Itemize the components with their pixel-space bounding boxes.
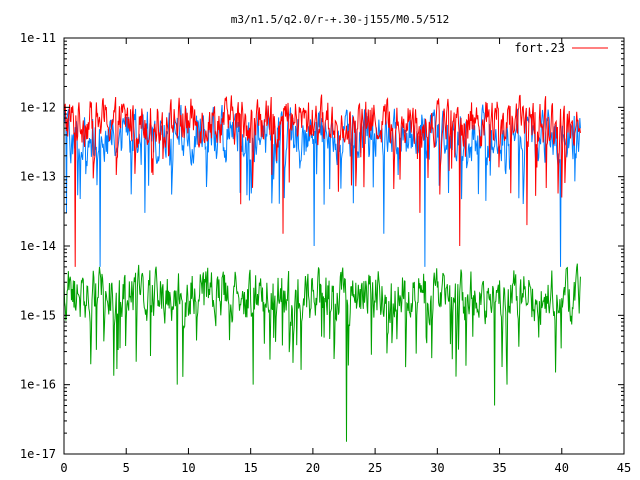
y-tick-label: 1e-13 bbox=[20, 170, 56, 184]
x-tick-label: 35 bbox=[492, 461, 506, 475]
ticks-layer: 0 5 10 15 20 25 30 35 40 45 1e-17 1e-16 1e-15 1e-14 1e… bbox=[20, 31, 631, 475]
series-layer bbox=[63, 94, 581, 442]
legend-label: fort.23 bbox=[514, 41, 565, 55]
y-tick-label: 1e-17 bbox=[20, 447, 56, 461]
x-tick-label: 20 bbox=[306, 461, 320, 475]
y-tick-label: 1e-15 bbox=[20, 308, 56, 322]
x-tick-label: 25 bbox=[368, 461, 382, 475]
x-tick-label: 15 bbox=[243, 461, 257, 475]
y-tick-label: 1e-14 bbox=[20, 239, 56, 253]
legend: fort.23 bbox=[514, 41, 608, 55]
x-tick-label: 5 bbox=[123, 461, 130, 475]
x-tick-label: 40 bbox=[555, 461, 569, 475]
x-tick-label: 30 bbox=[430, 461, 444, 475]
series-line-2 bbox=[63, 263, 581, 442]
x-tick-label: 10 bbox=[181, 461, 195, 475]
series-line-fort-23 bbox=[63, 94, 581, 267]
y-tick-label: 1e-12 bbox=[20, 100, 56, 114]
x-tick-label: 45 bbox=[617, 461, 631, 475]
chart-title: m3/n1.5/q2.0/r-+.30-j155/M0.5/512 bbox=[231, 13, 450, 26]
y-tick-label: 1e-16 bbox=[20, 378, 56, 392]
y-tick-label: 1e-11 bbox=[20, 31, 56, 45]
x-tick-label: 0 bbox=[60, 461, 67, 475]
